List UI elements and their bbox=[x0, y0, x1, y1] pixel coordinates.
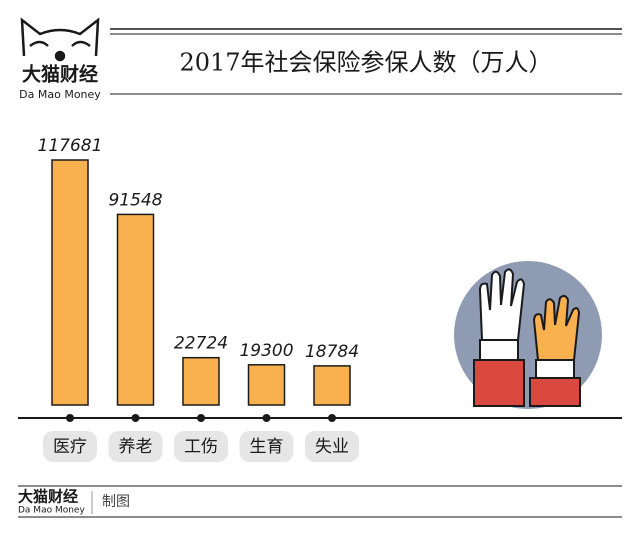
x-tick-label: 养老 bbox=[119, 437, 153, 457]
category-pill bbox=[174, 431, 228, 462]
illustration bbox=[454, 261, 602, 409]
tick-dot bbox=[197, 414, 205, 422]
bar bbox=[116, 213, 155, 406]
category-pill bbox=[239, 431, 294, 462]
x-tick-label: 工伤 bbox=[184, 437, 218, 457]
footer-english: Da Mao Money bbox=[18, 506, 85, 516]
x-tick-label: 医疗 bbox=[53, 437, 87, 457]
x-tick-label: 生育 bbox=[250, 437, 284, 457]
data-label: 18784 bbox=[305, 342, 359, 362]
logo-english: Da Mao Money bbox=[19, 88, 101, 101]
bar bbox=[313, 365, 351, 406]
data-label: 117681 bbox=[38, 136, 103, 156]
category-pill bbox=[108, 431, 163, 462]
footer-name: 大猫财经 bbox=[18, 488, 78, 506]
bar bbox=[247, 364, 286, 406]
data-label: 91548 bbox=[108, 190, 162, 210]
chart-title: 2017年社会保险参保人数（万人） bbox=[179, 49, 552, 77]
data-label: 22724 bbox=[174, 334, 228, 354]
bar bbox=[51, 159, 89, 406]
tick-dot bbox=[131, 414, 140, 422]
category-pill bbox=[43, 431, 97, 462]
logo-name: 大猫财经 bbox=[22, 63, 98, 86]
x-tick-label: 失业 bbox=[315, 437, 349, 457]
tick-dot bbox=[328, 414, 336, 422]
tick-dot bbox=[66, 414, 74, 422]
category-pill bbox=[305, 431, 359, 462]
data-label: 19300 bbox=[239, 341, 293, 361]
tick-dot bbox=[262, 414, 271, 422]
footer-note: 制图 bbox=[102, 494, 130, 510]
logo-icon bbox=[20, 17, 100, 62]
bar bbox=[182, 356, 220, 406]
